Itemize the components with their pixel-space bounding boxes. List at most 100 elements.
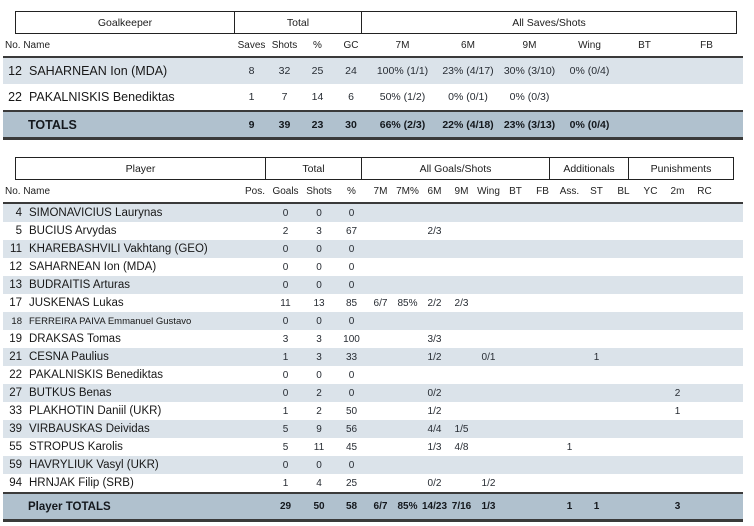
player-name-cell: 94 HRNJAK Filip (SRB) xyxy=(3,474,241,493)
stat-cell xyxy=(367,366,394,384)
stat-cell xyxy=(691,258,718,276)
stat-cell xyxy=(241,456,269,474)
stat-cell xyxy=(367,474,394,493)
stat-cell: 0/2 xyxy=(427,477,442,489)
stat-cell xyxy=(670,57,743,84)
stat-cell xyxy=(367,438,394,456)
stat-cell xyxy=(583,456,610,474)
player-table: Player Total All Goals/Shots Additionals Pun… xyxy=(3,157,743,522)
stat-cell xyxy=(529,276,556,294)
stat-cell xyxy=(637,203,664,222)
group-header-total: Total xyxy=(233,11,363,34)
stat-cell: 23 xyxy=(311,118,324,131)
stat-cell xyxy=(610,420,637,438)
column-header-shots: Shots xyxy=(271,39,298,51)
table-row: 22 PAKALNISKIS Benediktas 0 0 0 xyxy=(3,366,743,384)
group-header-player: Player xyxy=(15,157,266,180)
column-header-yc: YC xyxy=(643,185,658,197)
stat-cell: 50% (1/2) xyxy=(379,91,426,103)
stat-cell: 0 xyxy=(316,459,322,471)
jersey-number: 4 xyxy=(15,207,22,219)
stat-cell: 1/3 xyxy=(427,441,442,453)
stat-cell: 1/2 xyxy=(481,477,496,489)
stat-cell xyxy=(556,402,583,420)
player-name: BUCIUS Arvydas xyxy=(29,225,117,237)
stat-cell xyxy=(529,312,556,330)
stat-cell xyxy=(529,493,556,521)
stat-cell xyxy=(556,474,583,493)
stat-cell: 1 xyxy=(593,501,600,512)
stat-cell xyxy=(664,456,691,474)
stat-cell xyxy=(421,366,448,384)
stat-cell xyxy=(691,294,718,312)
stat-cell xyxy=(502,493,529,521)
table-row: 27 BUTKUS Benas 0 2 0 0/2 2 xyxy=(3,384,743,402)
stat-cell: 3 xyxy=(316,333,322,345)
column-header-no-name: No. Name xyxy=(5,185,51,197)
stat-cell xyxy=(241,474,269,493)
stat-cell xyxy=(691,366,718,384)
totals-label: TOTALS xyxy=(28,117,77,132)
jersey-number: 18 xyxy=(11,315,22,327)
stat-cell: 1 xyxy=(248,91,255,103)
stat-cell xyxy=(556,294,583,312)
stat-cell xyxy=(421,312,448,330)
stat-cell xyxy=(502,258,529,276)
stat-cell xyxy=(610,456,637,474)
stat-cell: 24 xyxy=(345,65,357,77)
stat-cell: 85% xyxy=(397,501,418,512)
totals-row: Player TOTALS 29 50 58 6/7 85% 14/23 7/16 1/3 1 1 3 xyxy=(3,493,743,521)
stat-cell xyxy=(691,276,718,294)
stat-cell xyxy=(502,402,529,420)
stat-cell xyxy=(475,258,502,276)
stat-cell xyxy=(421,456,448,474)
stat-cell: 50 xyxy=(345,405,358,417)
jersey-number: 13 xyxy=(9,279,22,291)
stat-cell xyxy=(394,456,421,474)
group-header-all-goals-shots: All Goals/Shots xyxy=(361,157,550,180)
stat-cell xyxy=(529,348,556,366)
stat-cell: 67 xyxy=(345,225,358,237)
stat-cell xyxy=(664,276,691,294)
player-name: VIRBAUSKAS Deividas xyxy=(29,423,150,435)
stat-cell xyxy=(610,240,637,258)
jersey-number: 12 xyxy=(8,64,22,78)
stat-cell xyxy=(448,402,475,420)
stat-cell xyxy=(556,276,583,294)
player-name-cell: 5 BUCIUS Arvydas xyxy=(3,222,241,240)
group-header-goalkeeper: Goalkeeper xyxy=(15,11,235,34)
stat-cell xyxy=(560,84,619,111)
stat-cell: 100 xyxy=(343,333,360,345)
stat-cell xyxy=(637,366,664,384)
column-header-spacer: % xyxy=(313,39,322,51)
stat-cell xyxy=(583,438,610,456)
column-header-6m: 6M xyxy=(427,185,442,197)
column-header-spacer: % xyxy=(347,185,356,197)
column-header-7m: 7M xyxy=(395,39,410,51)
stat-cell xyxy=(502,276,529,294)
stat-cell: 29 xyxy=(279,501,292,512)
stat-cell xyxy=(583,330,610,348)
stat-cell xyxy=(718,294,743,312)
stat-cell xyxy=(637,384,664,402)
player-name-cell: 11 KHAREBASHVILI Vakhtang (GEO) xyxy=(3,240,241,258)
stat-cell xyxy=(394,348,421,366)
stat-cell: 1 xyxy=(566,441,573,453)
stat-cell xyxy=(637,312,664,330)
stat-cell: 3 xyxy=(282,333,289,345)
stat-cell: 30 xyxy=(345,118,357,131)
jersey-number: 22 xyxy=(9,369,22,381)
stat-cell: 1 xyxy=(282,477,289,489)
stat-cell: 39 xyxy=(278,118,291,131)
stat-cell xyxy=(718,203,743,222)
column-header-no-name: No. Name xyxy=(5,39,51,51)
stat-cell xyxy=(448,330,475,348)
player-name: DRAKSAS Tomas xyxy=(29,333,121,345)
stat-cell xyxy=(637,456,664,474)
stat-cell xyxy=(610,474,637,493)
stat-cell xyxy=(583,420,610,438)
stat-cell xyxy=(241,438,269,456)
stat-cell xyxy=(367,258,394,276)
stat-cell: 85 xyxy=(345,297,358,309)
stat-cell xyxy=(610,294,637,312)
